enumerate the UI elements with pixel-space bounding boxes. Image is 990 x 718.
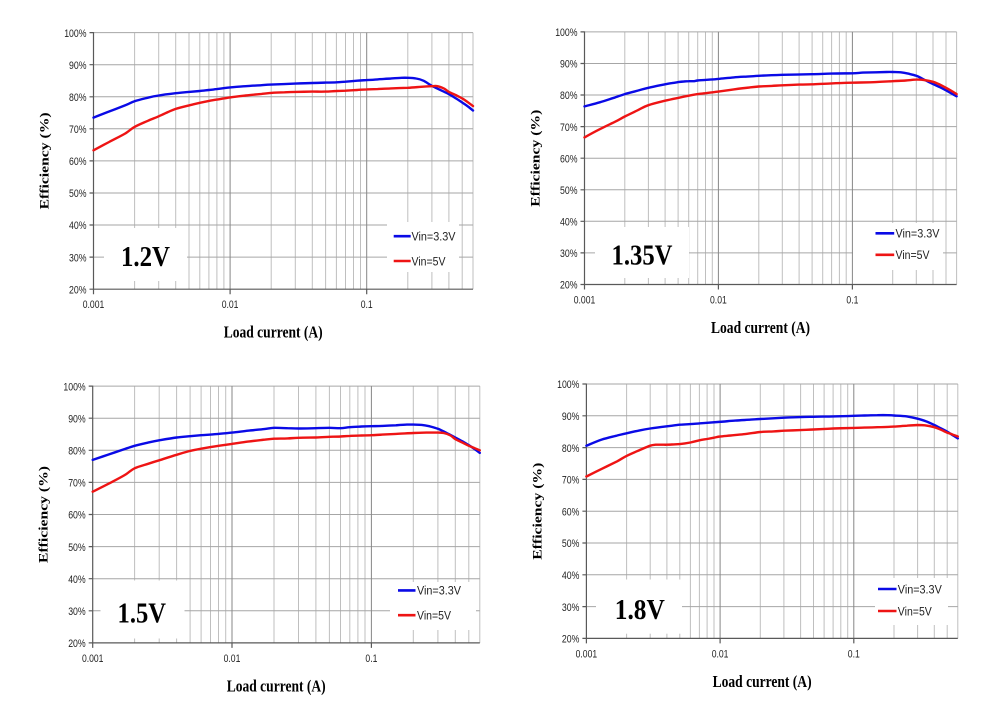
svg-text:80%: 80% xyxy=(560,90,578,102)
svg-text:Load current (A): Load current (A) xyxy=(713,672,812,691)
svg-text:50%: 50% xyxy=(562,538,580,550)
svg-text:Load current (A): Load current (A) xyxy=(227,676,326,695)
svg-text:1.5V: 1.5V xyxy=(118,598,167,630)
svg-text:Vin=5V: Vin=5V xyxy=(412,254,447,268)
svg-text:40%: 40% xyxy=(560,217,578,229)
svg-text:60%: 60% xyxy=(68,510,86,522)
svg-text:70%: 70% xyxy=(68,478,86,490)
svg-text:90%: 90% xyxy=(562,411,580,423)
svg-text:1.35V: 1.35V xyxy=(612,240,673,272)
svg-text:60%: 60% xyxy=(560,153,578,165)
svg-text:0.01: 0.01 xyxy=(710,295,727,307)
svg-text:Vin=5V: Vin=5V xyxy=(417,609,452,623)
svg-text:60%: 60% xyxy=(562,506,580,518)
svg-text:70%: 70% xyxy=(69,124,87,136)
svg-text:70%: 70% xyxy=(562,475,580,487)
svg-text:20%: 20% xyxy=(560,280,578,292)
svg-text:Vin=3.3V: Vin=3.3V xyxy=(412,230,457,244)
svg-text:20%: 20% xyxy=(562,634,580,646)
svg-text:50%: 50% xyxy=(69,188,87,200)
svg-text:0.001: 0.001 xyxy=(82,653,104,665)
svg-text:0.1: 0.1 xyxy=(365,653,377,665)
svg-text:Vin=3.3V: Vin=3.3V xyxy=(896,227,941,241)
svg-text:Load current (A): Load current (A) xyxy=(711,318,810,337)
svg-text:Efficiency (%): Efficiency (%) xyxy=(529,110,543,207)
svg-text:50%: 50% xyxy=(68,542,86,554)
svg-text:100%: 100% xyxy=(557,379,579,391)
svg-text:50%: 50% xyxy=(560,185,578,197)
svg-text:Efficiency (%): Efficiency (%) xyxy=(37,466,51,563)
svg-text:30%: 30% xyxy=(69,252,87,264)
svg-text:Vin=5V: Vin=5V xyxy=(896,248,931,262)
svg-text:30%: 30% xyxy=(68,606,86,618)
svg-text:90%: 90% xyxy=(68,413,86,425)
svg-text:100%: 100% xyxy=(63,381,85,393)
svg-text:Vin=3.3V: Vin=3.3V xyxy=(898,582,943,596)
svg-text:0.001: 0.001 xyxy=(574,295,596,307)
svg-text:1.2V: 1.2V xyxy=(121,241,170,273)
svg-text:90%: 90% xyxy=(560,59,578,71)
svg-text:80%: 80% xyxy=(562,443,580,455)
svg-text:30%: 30% xyxy=(562,602,580,614)
svg-text:60%: 60% xyxy=(69,156,87,168)
svg-text:20%: 20% xyxy=(68,638,86,650)
svg-text:80%: 80% xyxy=(69,92,87,104)
svg-text:30%: 30% xyxy=(560,248,578,260)
svg-text:0.1: 0.1 xyxy=(846,295,858,307)
svg-text:80%: 80% xyxy=(68,446,86,458)
svg-text:Vin=3.3V: Vin=3.3V xyxy=(417,584,462,598)
svg-text:100%: 100% xyxy=(64,28,86,40)
svg-text:40%: 40% xyxy=(68,574,86,586)
svg-text:Load current (A): Load current (A) xyxy=(224,323,323,342)
svg-text:0.01: 0.01 xyxy=(224,653,241,665)
svg-text:0.001: 0.001 xyxy=(83,299,105,311)
svg-text:Efficiency (%): Efficiency (%) xyxy=(531,463,545,560)
svg-text:40%: 40% xyxy=(69,220,87,232)
svg-text:0.01: 0.01 xyxy=(222,299,239,311)
svg-text:Vin=5V: Vin=5V xyxy=(898,604,933,618)
svg-text:0.001: 0.001 xyxy=(576,648,598,660)
svg-text:90%: 90% xyxy=(69,60,87,72)
svg-text:40%: 40% xyxy=(562,570,580,582)
svg-text:70%: 70% xyxy=(560,122,578,134)
svg-text:0.01: 0.01 xyxy=(712,648,729,660)
svg-text:Efficiency (%): Efficiency (%) xyxy=(38,112,52,209)
svg-text:0.1: 0.1 xyxy=(361,299,373,311)
svg-text:100%: 100% xyxy=(555,27,577,39)
svg-text:20%: 20% xyxy=(69,284,87,296)
svg-text:0.1: 0.1 xyxy=(848,648,860,660)
svg-text:1.8V: 1.8V xyxy=(615,594,665,626)
